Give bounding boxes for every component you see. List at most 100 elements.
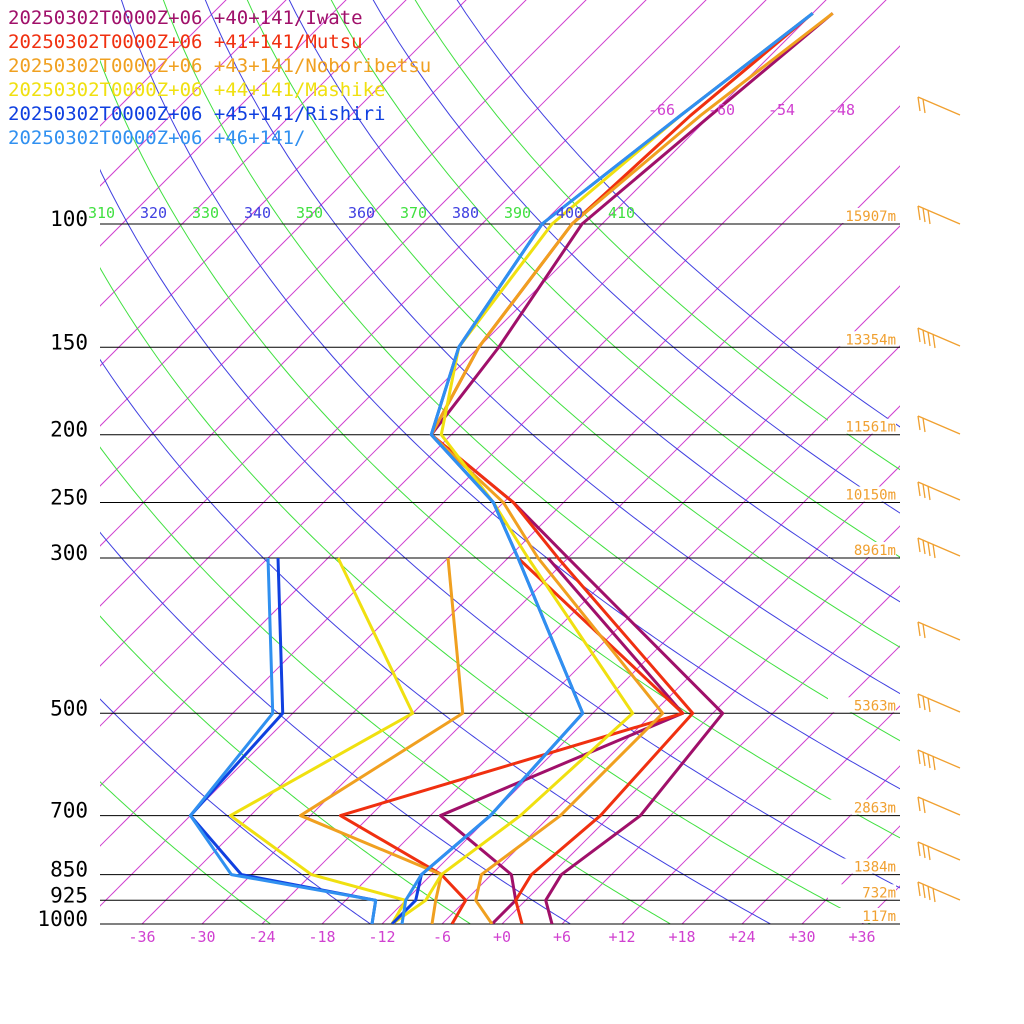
wind-barb — [917, 796, 961, 816]
temperature-profile — [390, 12, 814, 924]
height-label-bg — [828, 697, 896, 713]
legend-entry: 20250302T0000Z+06 +43+141/Noboribetsu — [8, 55, 431, 77]
theta-line — [100, 781, 272, 924]
dewpoint-profile — [338, 556, 685, 924]
wind-barb — [917, 841, 961, 861]
height-label-bg — [828, 208, 896, 223]
wind-barbs — [917, 96, 961, 903]
temperature-tick-label: -18 — [308, 928, 335, 946]
height-label: 10150m — [845, 488, 896, 504]
height-label: 15907m — [845, 209, 896, 225]
legend-entry: 20250302T0000Z+06 +41+141/Mutsu — [8, 31, 363, 53]
temperature-tick-label: +36 — [848, 928, 875, 946]
temperature-tick-label: +6 — [553, 928, 571, 946]
height-label: 11561m — [845, 420, 896, 436]
theta-label: 370 — [400, 204, 427, 222]
isotherm-line — [801, 825, 900, 924]
temperature-profile — [429, 12, 814, 924]
temperature-tick-label: -12 — [368, 928, 395, 946]
theta-label: 400 — [556, 204, 583, 222]
wind-barb — [917, 415, 961, 435]
theta-label: 360 — [348, 204, 375, 222]
theta-label: 390 — [504, 204, 531, 222]
pressure-tick-label: 500 — [50, 696, 88, 720]
temperature-tick-label: -24 — [248, 928, 275, 946]
height-label: 117m — [862, 909, 896, 925]
theta-label: 310 — [88, 204, 115, 222]
isotherm-label: -48 — [828, 101, 855, 119]
theta-line — [100, 698, 372, 924]
isotherm-line — [501, 525, 900, 924]
height-label: 1384m — [854, 860, 896, 876]
legend-entry: 20250302T0000Z+06 +45+141/Rishiri — [8, 103, 386, 125]
pressure-tick-label: 850 — [50, 858, 88, 882]
temperature-profile — [400, 12, 814, 924]
legend-entry: 20250302T0000Z+06 +40+141/Iwate — [8, 7, 363, 29]
temperature-profile — [429, 12, 834, 924]
wind-barb — [917, 537, 961, 559]
isotherm-line — [561, 585, 900, 924]
theta-label: 350 — [296, 204, 323, 222]
theta-label: 340 — [244, 204, 271, 222]
height-label-bg — [828, 331, 896, 347]
theta-line — [100, 531, 572, 924]
height-label-bg — [828, 908, 896, 923]
wind-barb — [917, 693, 961, 713]
theta-label: 380 — [452, 204, 479, 222]
pressure-tick-label: 1000 — [37, 907, 88, 931]
height-label: 2863m — [854, 801, 896, 817]
dewpoint-profile — [188, 557, 378, 924]
pressure-tick-label: 200 — [50, 418, 88, 442]
isotherm-label: -60 — [708, 101, 735, 119]
theta-label: 330 — [192, 204, 219, 222]
height-label-bg — [828, 486, 896, 502]
legend: 20250302T0000Z+06 +40+141/Iwate20250302T… — [8, 7, 431, 149]
height-label: 8961m — [854, 543, 896, 559]
isotherm-line — [967, 0, 1024, 939]
isotherm-label: -54 — [768, 101, 795, 119]
temperature-tick-label: -30 — [188, 928, 215, 946]
height-label-bg — [828, 799, 896, 815]
height-label: 5363m — [854, 698, 896, 714]
height-label: 732m — [862, 885, 896, 901]
isotherm-line — [907, 0, 1024, 939]
wind-barb — [917, 881, 961, 903]
dewpoint-profile — [188, 557, 378, 924]
temperature-tick-label: -6 — [433, 928, 451, 946]
wind-barb — [917, 621, 961, 641]
height-label-bg — [828, 884, 896, 900]
theta-line — [100, 615, 472, 924]
pressure-tick-label: 250 — [50, 486, 88, 510]
isotherm-line — [681, 705, 900, 924]
pressure-tick-label: 100 — [50, 207, 88, 231]
pressure-tick-label: 925 — [50, 883, 88, 907]
sounding-profiles — [188, 12, 834, 924]
temperature-profile — [429, 12, 834, 924]
pressure-tick-label: 700 — [50, 799, 88, 823]
isotherm-line — [261, 285, 900, 924]
theta-line — [100, 446, 672, 924]
wind-barb — [917, 205, 961, 225]
temperature-tick-label: -36 — [128, 928, 155, 946]
isotherm-line — [861, 885, 900, 924]
temperature-tick-label: +18 — [668, 928, 695, 946]
wind-barb — [917, 749, 961, 771]
temperature-profile — [391, 12, 814, 924]
isotherm-line — [321, 345, 900, 924]
pressure-tick-label: 150 — [50, 330, 88, 354]
isotherm-line — [741, 765, 900, 924]
pressure-tick-label: 300 — [50, 541, 88, 565]
wind-barb — [917, 481, 961, 501]
legend-entry: 20250302T0000Z+06 +44+141/Mashike — [8, 79, 386, 101]
temperature-tick-label: +24 — [728, 928, 755, 946]
height-label: 13354m — [845, 332, 896, 348]
isotherm-line — [381, 405, 900, 924]
wind-barb — [917, 327, 961, 349]
theta-label: 320 — [140, 204, 167, 222]
dewpoint-profile — [298, 557, 465, 924]
temperature-tick-label: +12 — [608, 928, 635, 946]
temperature-tick-label: +0 — [493, 928, 511, 946]
dewpoint-profile — [438, 557, 685, 924]
